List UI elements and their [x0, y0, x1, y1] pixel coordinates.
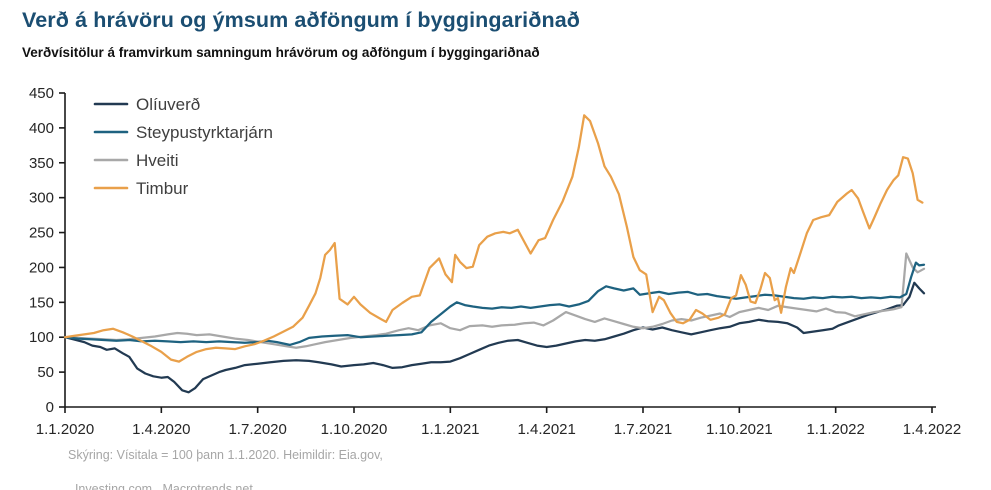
chart-title: Verð á hrávöru og ýmsum aðföngum í byggi… [22, 8, 580, 32]
x-axis-tick-label: 1.4.2022 [903, 421, 961, 438]
y-axis-tick-label: 50 [37, 364, 54, 381]
source-note: Skýring: Vísitala = 100 þann 1.1.2020. H… [68, 447, 383, 490]
y-axis-tick-label: 100 [29, 329, 54, 346]
legend-label-2: Steypustyrktarjárn [136, 123, 273, 142]
y-axis-tick-label: 200 [29, 259, 54, 276]
legend-label-4: Timbur [136, 179, 189, 198]
source-note-line1: Skýring: Vísitala = 100 þann 1.1.2020. H… [68, 448, 383, 462]
source-note-line2: Investing.com, Macrotrends.net [74, 482, 253, 490]
x-axis-tick-label: 1.4.2021 [517, 421, 575, 438]
x-axis-tick-label: 1.10.2021 [706, 421, 773, 438]
y-axis-tick-label: 300 [29, 190, 54, 207]
x-axis-tick-label: 1.1.2022 [806, 421, 864, 438]
y-axis-tick-label: 250 [29, 225, 54, 242]
y-axis-tick-label: 400 [29, 120, 54, 137]
x-axis-tick-label: 1.10.2020 [321, 421, 388, 438]
y-axis-tick-label: 450 [29, 85, 54, 102]
x-axis-tick-label: 1.4.2020 [132, 421, 190, 438]
series-line-hveiti [63, 252, 926, 349]
x-axis-tick-label: 1.7.2021 [614, 421, 672, 438]
series-line-timbur [63, 114, 924, 363]
chart-subtitle: Verðvísitölur á framvirkum samningum hrá… [22, 45, 540, 60]
y-axis-tick-label: 350 [29, 155, 54, 172]
x-axis-tick-label: 1.7.2020 [228, 421, 286, 438]
series-line-steypustyrktarj-rn [63, 261, 926, 347]
legend-label-1: Olíuverð [136, 95, 200, 114]
x-axis-tick-label: 1.1.2021 [421, 421, 479, 438]
x-axis-tick-label: 1.1.2020 [36, 421, 94, 438]
series-line-ol-uver- [63, 281, 926, 394]
y-axis-tick-label: 150 [29, 294, 54, 311]
legend-label-3: Hveiti [136, 151, 179, 170]
y-axis-tick-label: 0 [46, 399, 54, 416]
